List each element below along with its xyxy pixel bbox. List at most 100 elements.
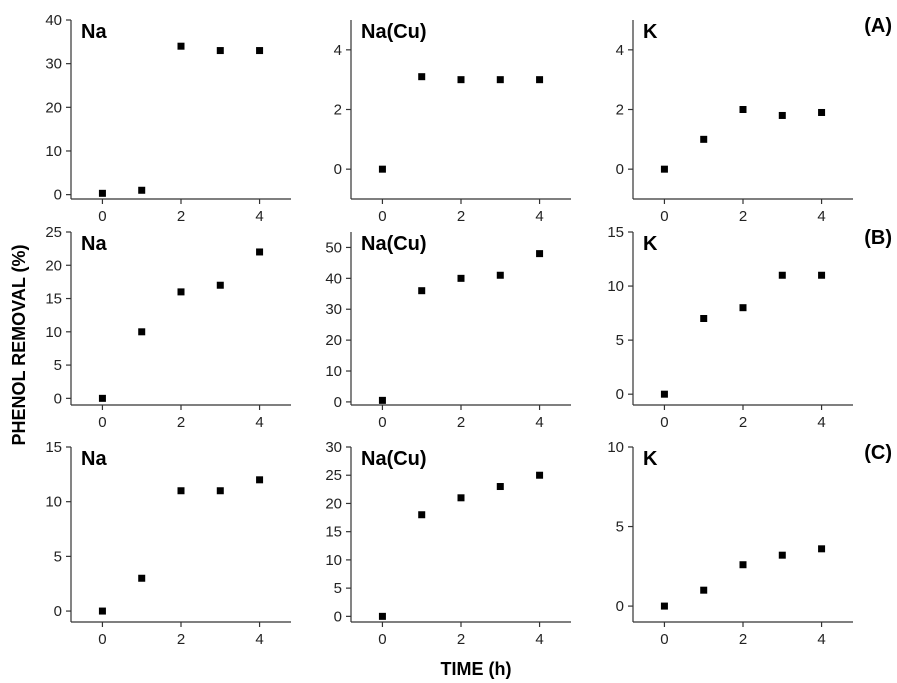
panel-title: K (643, 448, 658, 470)
y-tick-label: 15 (45, 439, 62, 456)
y-tick-label: 5 (54, 548, 62, 565)
y-tick-label: 5 (616, 332, 624, 349)
x-tick-label: 2 (177, 414, 185, 431)
x-tick-label: 4 (817, 631, 825, 648)
y-tick-label: 10 (325, 552, 342, 569)
data-point (177, 487, 185, 495)
y-tick-label: 30 (45, 56, 62, 73)
y-tick-label: 2 (334, 102, 342, 119)
y-tick-label: 10 (45, 143, 62, 160)
y-axis-title: PHENOL REMOVAL (%) (9, 244, 29, 445)
data-point (700, 586, 708, 594)
y-tick-label: 20 (45, 99, 62, 116)
data-point (536, 76, 544, 84)
x-tick-label: 2 (457, 208, 465, 225)
panel-1-0: 0 5 10 15 20 25 0 2 4 Na (45, 224, 291, 431)
x-tick-label: 4 (255, 631, 263, 648)
data-point (256, 248, 264, 256)
data-point (98, 189, 106, 197)
y-tick-label: 50 (325, 239, 342, 256)
data-point (378, 396, 386, 404)
y-tick-label: 4 (616, 42, 624, 59)
y-tick-label: 20 (325, 332, 342, 349)
data-point (256, 47, 264, 55)
y-tick-label: 15 (45, 291, 62, 308)
x-tick-label: 4 (255, 208, 263, 225)
panel-0-1: 0 2 4 0 2 4 Na(Cu) (334, 20, 571, 225)
row-label: (C) (864, 442, 892, 464)
x-tick-label: 0 (378, 631, 386, 648)
panel-title: K (643, 233, 658, 255)
data-point (496, 76, 504, 84)
panel-title: Na(Cu) (361, 448, 427, 470)
y-tick-label: 10 (325, 363, 342, 380)
panel-title: Na (81, 21, 107, 43)
y-tick-label: 0 (334, 161, 342, 178)
x-tick-label: 0 (98, 414, 106, 431)
y-tick-label: 10 (45, 494, 62, 511)
x-tick-label: 2 (739, 631, 747, 648)
data-point (216, 487, 224, 495)
data-point (536, 250, 544, 258)
y-tick-label: 20 (325, 495, 342, 512)
y-tick-label: 15 (607, 224, 624, 241)
x-tick-label: 0 (98, 631, 106, 648)
y-tick-label: 0 (54, 603, 62, 620)
y-tick-label: 10 (607, 439, 624, 456)
y-tick-label: 25 (325, 467, 342, 484)
data-point (739, 561, 747, 569)
panel-2-2: 0 5 10 0 2 4 K (607, 439, 853, 648)
panel-2-1: 0 5 10 15 20 25 30 0 2 4 Na(Cu) (325, 439, 571, 648)
panel-0-0: 0 10 20 30 40 0 2 4 Na (45, 12, 291, 225)
panel-title: Na(Cu) (361, 21, 427, 43)
x-tick-label: 2 (177, 208, 185, 225)
y-tick-label: 4 (334, 42, 342, 59)
data-point (660, 390, 668, 398)
y-tick-label: 0 (616, 161, 624, 178)
y-tick-label: 40 (45, 12, 62, 29)
data-point (457, 76, 465, 84)
y-tick-label: 0 (616, 598, 624, 615)
x-tick-label: 2 (457, 414, 465, 431)
x-tick-label: 0 (660, 208, 668, 225)
y-tick-label: 0 (334, 394, 342, 411)
x-tick-label: 0 (98, 208, 106, 225)
x-axis-title: TIME (h) (441, 659, 512, 679)
data-point (660, 602, 668, 610)
data-point (739, 304, 747, 312)
data-point (177, 42, 185, 50)
data-point (739, 106, 747, 113)
x-tick-label: 4 (817, 208, 825, 225)
x-tick-label: 4 (255, 414, 263, 431)
row-label: (B) (864, 227, 892, 249)
data-point (818, 271, 826, 279)
data-point (778, 271, 786, 279)
data-point (457, 274, 465, 282)
data-point (256, 476, 264, 484)
data-point (418, 73, 426, 81)
y-tick-label: 2 (616, 102, 624, 119)
data-point (216, 281, 224, 289)
data-point (138, 186, 146, 194)
y-tick-label: 0 (54, 187, 62, 204)
y-tick-label: 25 (45, 224, 62, 241)
data-point (138, 328, 146, 336)
panel-2-0: 0 5 10 15 0 2 4 Na (45, 439, 291, 648)
x-tick-label: 2 (177, 631, 185, 648)
row-label: (A) (864, 15, 892, 37)
y-tick-label: 0 (334, 608, 342, 625)
x-tick-label: 4 (535, 208, 543, 225)
data-point (496, 271, 504, 279)
data-point (98, 607, 106, 615)
y-tick-label: 5 (54, 357, 62, 374)
data-point (700, 135, 708, 143)
data-point (378, 612, 386, 620)
panel-0-2: 0 2 4 0 2 4 K (616, 20, 853, 225)
y-tick-label: 5 (616, 519, 624, 536)
y-tick-label: 10 (45, 324, 62, 341)
data-point (98, 394, 106, 402)
data-point (418, 287, 426, 295)
y-tick-label: 30 (325, 439, 342, 456)
